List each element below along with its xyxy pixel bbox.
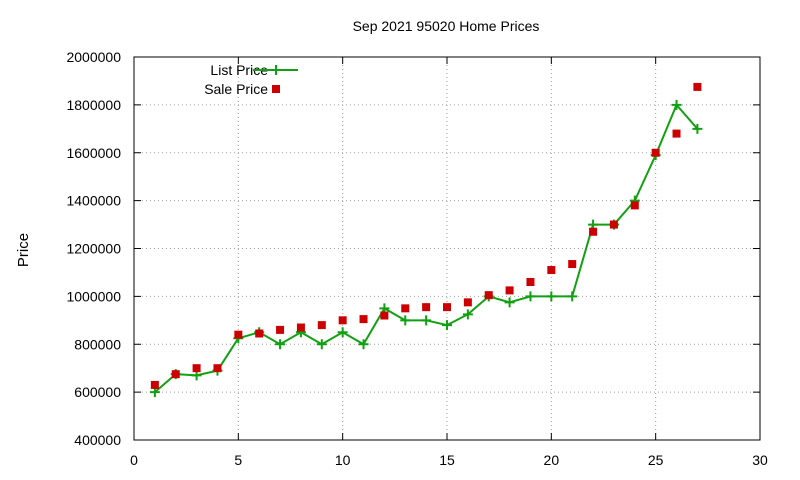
list-price-point bbox=[567, 291, 578, 302]
legend: List Price Sale Price bbox=[204, 62, 298, 97]
list-price-point bbox=[337, 327, 348, 338]
y-tick-label: 600000 bbox=[74, 384, 121, 400]
y-tick-label: 400000 bbox=[74, 432, 121, 448]
sale-price-point bbox=[317, 321, 326, 330]
sale-price-point bbox=[401, 304, 410, 313]
legend-swatch-marker bbox=[271, 65, 281, 75]
list-price-point bbox=[525, 291, 536, 302]
axes-layer: 0 5 10 15 20 25 30 400000 600000 800000 1000000 120… bbox=[66, 49, 768, 468]
series-1 bbox=[150, 82, 702, 389]
list-price-point bbox=[671, 99, 682, 110]
x-tick-label: 5 bbox=[234, 452, 242, 468]
series-layer bbox=[149, 82, 703, 398]
x-tick-label: 25 bbox=[648, 452, 664, 468]
list-price-point bbox=[546, 291, 557, 302]
sale-price-point bbox=[526, 278, 535, 287]
legend-label: List Price bbox=[210, 62, 268, 78]
y-tick-label: 1000000 bbox=[66, 288, 121, 304]
sale-price-point bbox=[338, 316, 347, 325]
sale-price-point bbox=[192, 364, 201, 373]
sale-price-point bbox=[171, 370, 180, 379]
sale-price-point bbox=[443, 303, 451, 312]
sale-price-point bbox=[234, 330, 243, 339]
sale-price-point bbox=[505, 286, 514, 295]
chart-title: Sep 2021 95020 Home Prices bbox=[353, 18, 540, 34]
sale-price-point bbox=[693, 82, 702, 91]
sale-price-point bbox=[651, 148, 660, 157]
y-tick-label: 800000 bbox=[74, 336, 121, 352]
sale-price-point bbox=[213, 364, 222, 373]
list-price-point bbox=[316, 339, 327, 350]
sale-price-point bbox=[276, 325, 285, 334]
x-tick-label: 0 bbox=[130, 452, 138, 468]
legend-swatch-marker bbox=[272, 85, 280, 93]
sale-price-point bbox=[359, 315, 368, 324]
y-axis-label: Price bbox=[15, 233, 32, 267]
sale-price-point bbox=[463, 298, 472, 307]
sale-price-point bbox=[609, 220, 618, 229]
legend-label: Sale Price bbox=[204, 81, 268, 97]
sale-price-point bbox=[547, 266, 556, 275]
x-tick-label: 30 bbox=[752, 452, 768, 468]
grid-layer bbox=[134, 57, 760, 440]
list-price-point bbox=[692, 123, 703, 134]
list-price-point bbox=[400, 315, 411, 326]
sale-price-point bbox=[255, 329, 264, 338]
sale-price-point bbox=[630, 201, 639, 210]
y-tick-label: 2000000 bbox=[66, 49, 121, 65]
sale-price-point bbox=[589, 227, 598, 236]
x-tick-label: 20 bbox=[544, 452, 560, 468]
sale-price-point bbox=[672, 129, 681, 138]
sale-price-point bbox=[296, 323, 305, 332]
y-tick-label: 1800000 bbox=[66, 97, 121, 113]
sale-price-point bbox=[150, 380, 159, 389]
list-price-point bbox=[358, 339, 369, 350]
sale-price-point bbox=[422, 303, 431, 312]
sale-price-point bbox=[380, 311, 389, 320]
sale-price-point bbox=[484, 291, 493, 300]
list-price-point bbox=[275, 339, 286, 350]
x-tick-label: 15 bbox=[439, 452, 455, 468]
y-tick-label: 1600000 bbox=[66, 145, 121, 161]
y-tick-label: 1200000 bbox=[66, 241, 121, 257]
sale-price-point bbox=[568, 260, 577, 269]
x-tick-label: 10 bbox=[335, 452, 351, 468]
y-tick-label: 1400000 bbox=[66, 193, 121, 209]
list-price-point bbox=[462, 309, 473, 320]
list-price-point bbox=[504, 297, 515, 308]
list-price-point bbox=[421, 315, 432, 326]
list-price-point bbox=[442, 320, 452, 331]
